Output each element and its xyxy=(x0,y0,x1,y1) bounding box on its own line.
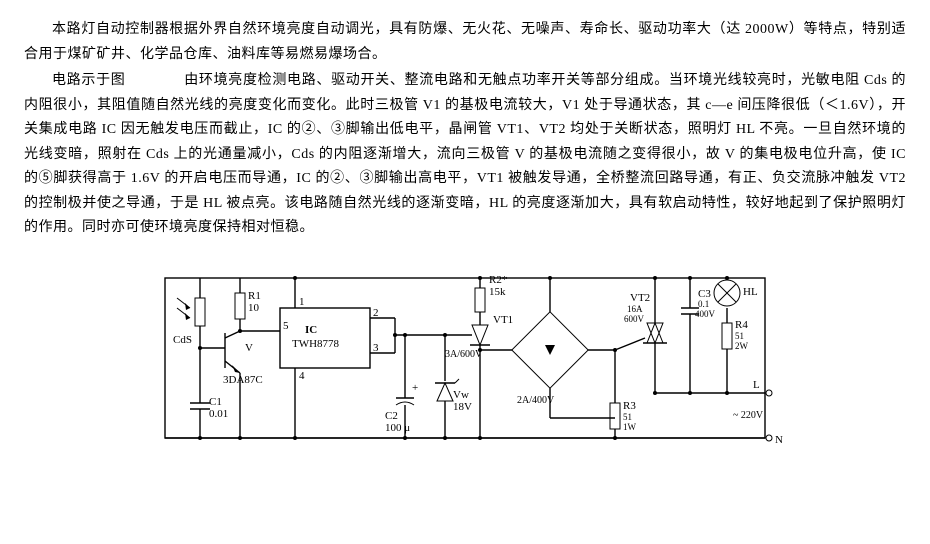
lbl-r2-val: 15k xyxy=(489,286,506,298)
schematic-figure: CdS R1 10 V 3DA87C xyxy=(145,253,785,463)
lamp-hl xyxy=(714,276,740,306)
lbl-r2: R2* xyxy=(489,274,507,286)
r4 xyxy=(690,308,732,395)
paragraph-1: 本路灯自动控制器根据外界自然环境亮度自动调光，具有防爆、无火花、无噪声、寿命长、… xyxy=(24,18,906,67)
r1 xyxy=(235,278,245,331)
lbl-r1-val: 10 xyxy=(248,302,260,314)
lbl-c3b: 400V xyxy=(695,309,716,319)
lbl-vt1: VT1 xyxy=(493,314,513,326)
pin-1: 1 xyxy=(299,296,305,308)
lbl-ic-type: TWH8778 xyxy=(292,338,340,350)
lbl-L: L xyxy=(753,379,760,391)
lbl-vw-val: 18V xyxy=(453,401,472,413)
lbl-bridge: 2A/400V xyxy=(517,395,555,406)
lbl-ic: IC xyxy=(305,324,317,336)
r3 xyxy=(550,348,620,440)
lbl-c1-val: 0.01 xyxy=(209,408,228,420)
lbl-r3v: 51 xyxy=(623,412,632,422)
pin-3: 3 xyxy=(373,342,379,354)
lbl-vt2a: 16A xyxy=(627,304,643,314)
lbl-v-type: 3DA87C xyxy=(223,374,263,386)
lbl-vt2b: 600V xyxy=(624,314,645,324)
r2 xyxy=(475,278,485,325)
lbl-v: V xyxy=(245,342,253,354)
lbl-c1: C1 xyxy=(209,396,222,408)
lbl-r3: R3 xyxy=(623,400,636,412)
lbl-N: N xyxy=(775,434,783,446)
lbl-vt2: VT2 xyxy=(630,292,650,304)
c3 xyxy=(681,276,699,333)
lbl-cds: CdS xyxy=(173,334,192,346)
pin-4: 4 xyxy=(299,370,305,382)
lbl-c2: C2 xyxy=(385,410,398,422)
lbl-r4a: 51 xyxy=(735,331,744,341)
lbl-hl: HL xyxy=(743,286,758,298)
c1 xyxy=(190,348,210,440)
lbl-r4b: 2W xyxy=(735,341,749,351)
pin-5: 5 xyxy=(283,320,289,332)
lbl-r1: R1 xyxy=(248,290,261,302)
pin-2: 2 xyxy=(373,307,379,319)
lbl-vt1-r: 3A/600V xyxy=(445,349,483,360)
svg-text:+: + xyxy=(412,382,418,394)
lbl-c2-val: 100 μ xyxy=(385,422,410,434)
transistor-v xyxy=(198,329,242,373)
lbl-c3a: 0.1 xyxy=(698,299,709,309)
paragraph-2: 电路示于图 由环境亮度检测电路、驱动开关、整流电路和无触点功率开关等部分组成。当… xyxy=(24,69,906,241)
lbl-AC: ~ 220V xyxy=(733,410,764,421)
lbl-r4: R4 xyxy=(735,319,748,331)
lbl-vw: Vw xyxy=(453,389,469,401)
lbl-r3w: 1W xyxy=(623,422,637,432)
